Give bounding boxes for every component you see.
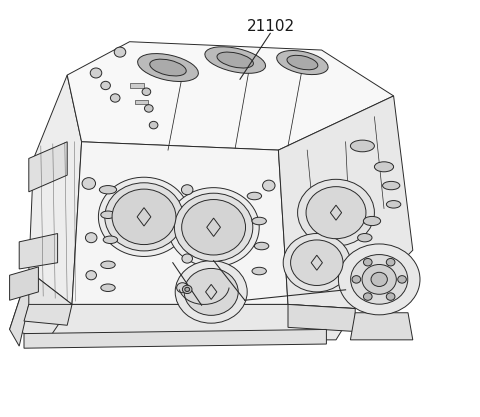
- Ellipse shape: [217, 52, 253, 68]
- Polygon shape: [29, 304, 355, 340]
- Circle shape: [184, 269, 238, 315]
- Ellipse shape: [138, 53, 198, 82]
- Ellipse shape: [101, 261, 115, 269]
- Circle shape: [350, 254, 408, 304]
- Ellipse shape: [99, 186, 117, 194]
- Circle shape: [181, 200, 245, 255]
- Ellipse shape: [374, 162, 394, 172]
- Circle shape: [85, 233, 97, 243]
- Circle shape: [363, 293, 372, 300]
- Circle shape: [174, 193, 253, 261]
- Circle shape: [101, 81, 110, 90]
- Circle shape: [98, 177, 190, 256]
- Polygon shape: [24, 304, 72, 325]
- Circle shape: [363, 259, 372, 266]
- Polygon shape: [350, 313, 413, 340]
- Circle shape: [175, 261, 247, 323]
- Circle shape: [114, 47, 126, 57]
- Circle shape: [306, 187, 366, 239]
- Polygon shape: [72, 142, 288, 304]
- Ellipse shape: [386, 201, 401, 208]
- Ellipse shape: [252, 267, 266, 275]
- Bar: [130, 83, 144, 88]
- Circle shape: [182, 285, 192, 294]
- Polygon shape: [19, 234, 58, 269]
- Ellipse shape: [103, 236, 118, 244]
- Circle shape: [168, 188, 259, 267]
- Ellipse shape: [350, 140, 374, 152]
- Ellipse shape: [383, 181, 400, 190]
- Circle shape: [90, 68, 102, 78]
- Circle shape: [185, 287, 190, 291]
- Polygon shape: [29, 142, 67, 192]
- Ellipse shape: [254, 242, 269, 250]
- Circle shape: [398, 276, 407, 283]
- Polygon shape: [29, 75, 82, 304]
- Circle shape: [181, 185, 193, 195]
- Circle shape: [149, 121, 158, 129]
- Text: 21102: 21102: [247, 19, 295, 34]
- Polygon shape: [10, 271, 72, 340]
- Ellipse shape: [150, 59, 186, 76]
- Polygon shape: [278, 96, 413, 309]
- Polygon shape: [288, 304, 355, 332]
- Circle shape: [386, 293, 395, 300]
- Circle shape: [298, 179, 374, 246]
- Ellipse shape: [101, 211, 115, 219]
- Circle shape: [371, 272, 387, 286]
- Circle shape: [362, 264, 396, 294]
- Circle shape: [352, 276, 360, 283]
- Circle shape: [290, 240, 343, 286]
- Circle shape: [182, 254, 192, 263]
- Ellipse shape: [101, 284, 115, 291]
- Circle shape: [144, 105, 153, 112]
- Ellipse shape: [363, 216, 381, 226]
- Circle shape: [86, 271, 96, 280]
- Polygon shape: [10, 267, 38, 300]
- Bar: [135, 100, 148, 104]
- Circle shape: [177, 283, 188, 293]
- Ellipse shape: [247, 192, 262, 200]
- Ellipse shape: [287, 55, 318, 70]
- Circle shape: [142, 88, 151, 95]
- Ellipse shape: [252, 217, 266, 225]
- Ellipse shape: [205, 47, 265, 73]
- Ellipse shape: [276, 50, 328, 75]
- Circle shape: [112, 189, 176, 244]
- Circle shape: [82, 178, 96, 189]
- Polygon shape: [67, 42, 394, 150]
- Circle shape: [338, 244, 420, 315]
- Circle shape: [110, 94, 120, 102]
- Circle shape: [105, 183, 183, 251]
- Circle shape: [386, 259, 395, 266]
- Ellipse shape: [358, 234, 372, 242]
- Polygon shape: [10, 271, 29, 346]
- Circle shape: [283, 234, 350, 292]
- Circle shape: [263, 180, 275, 191]
- Polygon shape: [24, 329, 326, 348]
